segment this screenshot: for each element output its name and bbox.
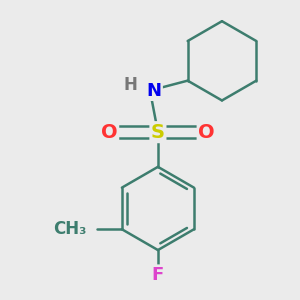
Text: S: S (151, 123, 165, 142)
Text: H: H (123, 76, 137, 94)
Text: O: O (101, 123, 118, 142)
Text: N: N (146, 82, 161, 100)
Text: O: O (198, 123, 215, 142)
Text: CH₃: CH₃ (53, 220, 86, 238)
Text: F: F (152, 266, 164, 284)
